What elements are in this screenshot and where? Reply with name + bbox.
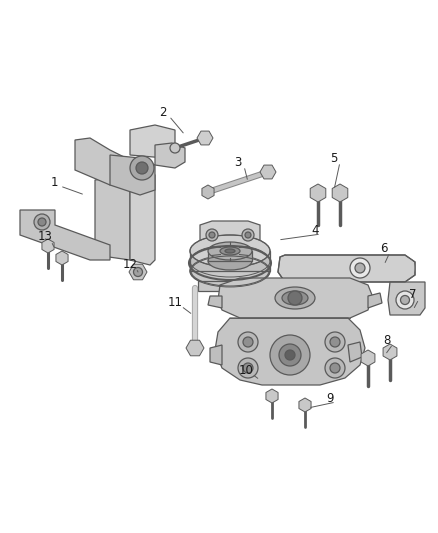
Circle shape: [325, 358, 345, 378]
Text: 3: 3: [234, 156, 242, 168]
Circle shape: [238, 332, 258, 352]
Polygon shape: [266, 389, 278, 403]
Text: 8: 8: [383, 334, 391, 346]
Ellipse shape: [275, 287, 315, 309]
Circle shape: [242, 229, 254, 241]
Circle shape: [350, 258, 370, 278]
Circle shape: [206, 229, 218, 241]
Text: 9: 9: [326, 392, 334, 405]
Circle shape: [136, 162, 148, 174]
Polygon shape: [197, 131, 213, 145]
Polygon shape: [218, 278, 372, 318]
Polygon shape: [198, 281, 262, 291]
Circle shape: [209, 232, 215, 238]
Polygon shape: [383, 344, 397, 360]
Circle shape: [288, 291, 302, 305]
Polygon shape: [110, 155, 155, 195]
Ellipse shape: [208, 252, 252, 270]
Circle shape: [243, 363, 253, 373]
Polygon shape: [56, 251, 68, 265]
Circle shape: [395, 258, 415, 278]
Polygon shape: [348, 342, 362, 362]
Text: 7: 7: [409, 288, 417, 302]
Circle shape: [130, 156, 154, 180]
Circle shape: [134, 268, 142, 277]
Circle shape: [279, 344, 301, 366]
Polygon shape: [95, 175, 130, 260]
Text: 13: 13: [38, 230, 53, 244]
Polygon shape: [130, 172, 155, 265]
Ellipse shape: [225, 249, 235, 253]
Polygon shape: [215, 318, 365, 385]
Circle shape: [330, 363, 340, 373]
Polygon shape: [202, 185, 214, 199]
Circle shape: [243, 337, 253, 347]
Polygon shape: [310, 184, 326, 202]
Polygon shape: [208, 251, 252, 261]
Circle shape: [270, 335, 310, 375]
Polygon shape: [278, 255, 415, 282]
Polygon shape: [260, 165, 276, 179]
Circle shape: [325, 332, 345, 352]
Text: 5: 5: [330, 151, 338, 165]
Polygon shape: [75, 138, 130, 185]
Polygon shape: [186, 340, 204, 356]
Ellipse shape: [190, 255, 270, 287]
Ellipse shape: [208, 242, 252, 260]
Text: 11: 11: [167, 295, 183, 309]
Polygon shape: [155, 143, 185, 168]
Polygon shape: [299, 398, 311, 412]
Circle shape: [238, 358, 258, 378]
Circle shape: [38, 218, 46, 226]
Polygon shape: [190, 251, 270, 271]
Polygon shape: [210, 345, 222, 365]
Polygon shape: [208, 296, 222, 308]
Circle shape: [400, 295, 410, 304]
Circle shape: [355, 263, 365, 273]
Text: 6: 6: [380, 241, 388, 254]
Text: 2: 2: [159, 106, 167, 118]
Ellipse shape: [282, 291, 308, 305]
Ellipse shape: [220, 247, 240, 255]
Polygon shape: [42, 239, 54, 253]
Circle shape: [280, 258, 300, 278]
Polygon shape: [20, 210, 110, 260]
Polygon shape: [368, 293, 382, 308]
Polygon shape: [332, 184, 348, 202]
Ellipse shape: [190, 235, 270, 267]
Circle shape: [170, 143, 180, 153]
Polygon shape: [388, 282, 425, 315]
Polygon shape: [361, 350, 375, 366]
Circle shape: [330, 337, 340, 347]
Text: 4: 4: [311, 223, 319, 237]
Circle shape: [245, 232, 251, 238]
Text: 12: 12: [123, 257, 138, 271]
Circle shape: [34, 214, 50, 230]
Polygon shape: [130, 125, 175, 158]
Polygon shape: [129, 264, 147, 280]
Circle shape: [285, 350, 295, 360]
Text: 10: 10: [239, 364, 254, 376]
Polygon shape: [200, 221, 260, 251]
Circle shape: [396, 291, 414, 309]
Text: 1: 1: [50, 175, 58, 189]
